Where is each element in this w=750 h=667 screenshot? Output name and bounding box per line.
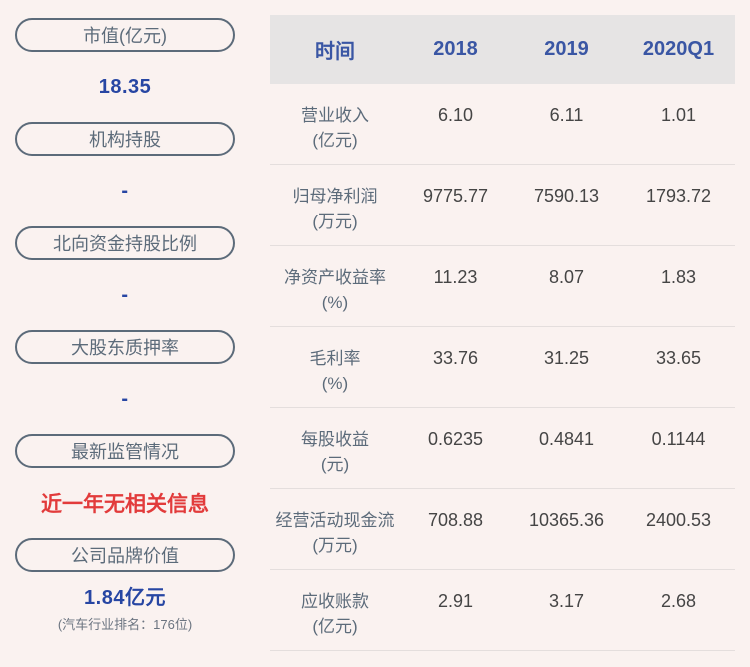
cell-value: 31.25 xyxy=(543,348,590,368)
cell-value: 2.91 xyxy=(437,591,474,611)
table-header-2019: 2019 xyxy=(544,38,589,60)
cell-value: 11.23 xyxy=(433,267,478,287)
stat-label: 最新监管情况 xyxy=(71,442,179,462)
table-row-eps: 每股收益 (元) 0.6235 0.4841 0.1144 xyxy=(270,408,735,489)
cell-value: 33.76 xyxy=(432,348,479,368)
row-label: 净资产收益率 (%) xyxy=(284,268,386,312)
stat-value: 1.84亿元 xyxy=(84,587,166,609)
stat-item-brand-value: 公司品牌价值 1.84亿元 (汽车行业排名：176位) xyxy=(15,538,235,642)
stat-item-northbound-holding-ratio: 北向资金持股比例 - xyxy=(15,226,235,330)
cell-value: 3.17 xyxy=(548,591,585,611)
cell-value: 8.07 xyxy=(548,267,585,287)
cell-value: 1793.72 xyxy=(645,186,712,206)
cell-value: 0.6235 xyxy=(427,429,484,449)
cell-value: 1.83 xyxy=(660,267,697,287)
cell-value: 7590.13 xyxy=(533,186,600,206)
stat-item-institutional-holdings: 机构持股 - xyxy=(15,122,235,226)
table-row-roe: 净资产收益率 (%) 11.23 8.07 1.83 xyxy=(270,246,735,327)
stat-pill-brand-value: 公司品牌价值 xyxy=(15,538,235,572)
table-row-gross-margin: 毛利率 (%) 33.76 31.25 33.65 xyxy=(270,327,735,408)
cell-value: 0.4841 xyxy=(538,429,595,449)
cell-value: 33.65 xyxy=(655,348,702,368)
cell-value: 10365.36 xyxy=(528,510,605,530)
stat-item-market-cap: 市值(亿元) 18.35 xyxy=(15,18,235,122)
cell-value: 9775.77 xyxy=(422,186,489,206)
stat-pill-latest-regulation: 最新监管情况 xyxy=(15,434,235,468)
row-label: 归母净利润 (万元) xyxy=(292,187,378,231)
row-label: 应收账款 (亿元) xyxy=(301,592,369,636)
cell-value: 2400.53 xyxy=(645,510,712,530)
stat-label: 公司品牌价值 xyxy=(71,546,179,566)
stats-sidebar: 市值(亿元) 18.35 机构持股 - 北向资金持股比例 - 大股东质押率 - … xyxy=(15,18,235,642)
table-row-net-profit: 归母净利润 (万元) 9775.77 7590.13 1793.72 xyxy=(270,165,735,246)
table-row-operating-cash-flow: 经营活动现金流 (万元) 708.88 10365.36 2400.53 xyxy=(270,489,735,570)
stat-pill-institutional-holdings: 机构持股 xyxy=(15,122,235,156)
cell-value: 2.68 xyxy=(660,591,697,611)
stat-value: - xyxy=(121,179,129,202)
table-header-time: 时间 xyxy=(315,41,355,63)
cell-value: 1.01 xyxy=(660,105,697,125)
table-header-2020q1: 2020Q1 xyxy=(642,38,715,60)
stat-item-latest-regulation: 最新监管情况 近一年无相关信息 xyxy=(15,434,235,538)
stat-value: 18.35 xyxy=(98,75,152,98)
row-label: 毛利率 (%) xyxy=(309,349,361,393)
cell-value: 6.10 xyxy=(437,105,474,125)
cell-value: 708.88 xyxy=(427,510,484,530)
table-header-row: 时间 2018 2019 2020Q1 xyxy=(270,15,735,84)
stat-label: 大股东质押率 xyxy=(71,338,179,358)
stat-pill-market-cap: 市值(亿元) xyxy=(15,18,235,52)
stat-value-alert: 近一年无相关信息 xyxy=(41,493,209,516)
cell-value: 0.1144 xyxy=(651,429,706,449)
row-label: 每股收益 (元) xyxy=(301,430,369,474)
stat-label: 机构持股 xyxy=(89,130,161,150)
stat-subvalue-industry-rank: (汽车行业排名：176位) xyxy=(57,617,193,632)
stat-pill-major-shareholder-pledge: 大股东质押率 xyxy=(15,330,235,364)
stat-value: - xyxy=(121,283,129,306)
stat-item-major-shareholder-pledge: 大股东质押率 - xyxy=(15,330,235,434)
stat-pill-northbound-holding-ratio: 北向资金持股比例 xyxy=(15,226,235,260)
stat-label: 市值(亿元) xyxy=(83,26,167,46)
stat-value: - xyxy=(121,387,129,410)
table-row-revenue: 营业收入 (亿元) 6.10 6.11 1.01 xyxy=(270,84,735,165)
stat-label: 北向资金持股比例 xyxy=(53,234,197,254)
table-header-2018: 2018 xyxy=(433,38,478,60)
cell-value: 6.11 xyxy=(549,105,584,125)
row-label: 经营活动现金流 (万元) xyxy=(275,511,395,555)
table-row-accounts-receivable: 应收账款 (亿元) 2.91 3.17 2.68 xyxy=(270,570,735,651)
financials-table: 时间 2018 2019 2020Q1 营业收入 (亿元) 6.10 6.11 … xyxy=(270,15,735,651)
row-label: 营业收入 (亿元) xyxy=(301,106,369,150)
